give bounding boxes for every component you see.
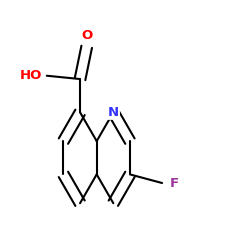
Text: O: O bbox=[81, 29, 92, 42]
Text: HO: HO bbox=[20, 69, 42, 82]
Text: N: N bbox=[108, 106, 119, 119]
Text: F: F bbox=[170, 176, 178, 190]
